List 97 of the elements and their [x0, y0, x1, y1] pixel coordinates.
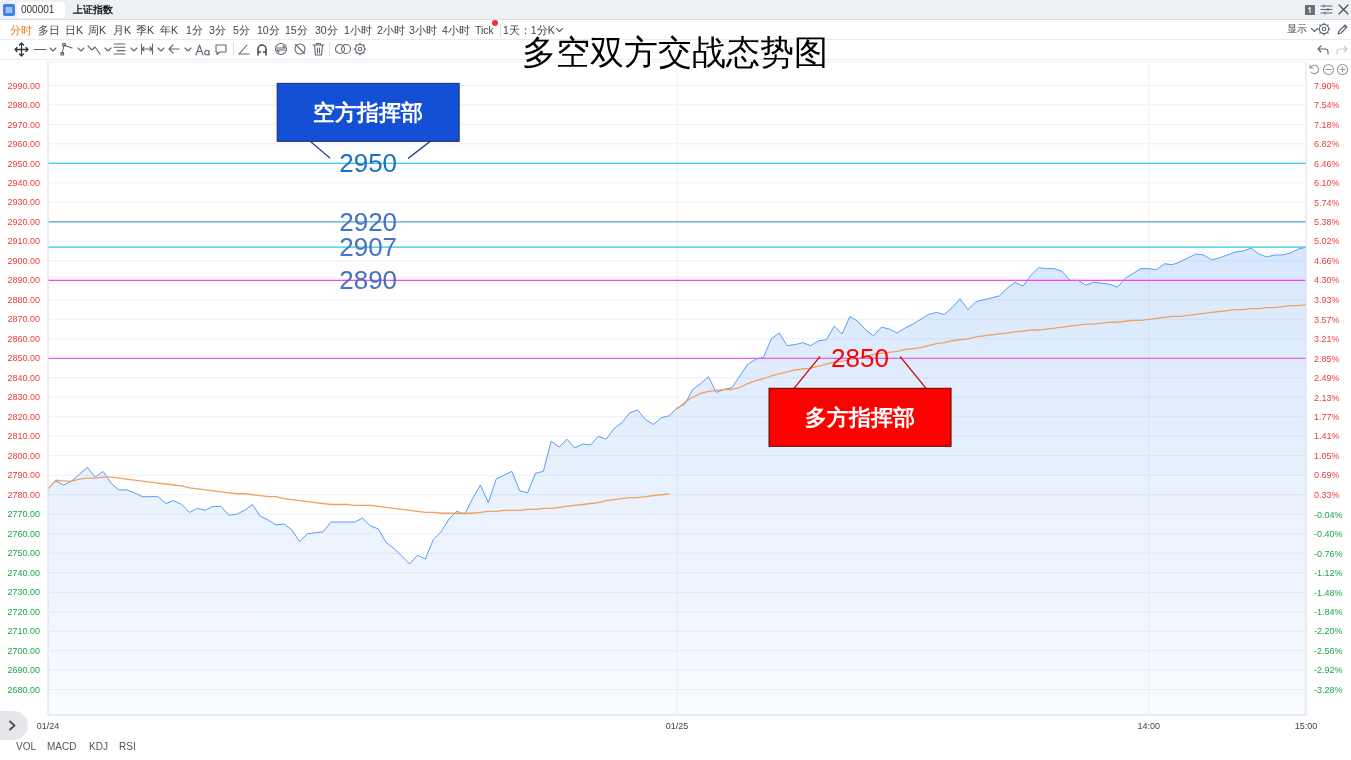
y-tick-label: 2970.00 [7, 119, 40, 130]
y-tick-label: 2830.00 [7, 392, 40, 403]
y-tick-label: 2760.00 [7, 528, 40, 539]
y-tick-label: 2730.00 [7, 587, 40, 598]
y2-tick-label: 2.85% [1314, 353, 1340, 364]
y-tick-label: 2770.00 [7, 509, 40, 520]
text: 15分 [285, 23, 308, 36]
y-tick-label: 2980.00 [7, 100, 40, 111]
x-tick-label: 01/25 [665, 721, 689, 732]
y-tick-label: 2920.00 [7, 216, 40, 227]
text: 季K [136, 23, 155, 36]
y2-tick-label: -2.56% [1314, 645, 1343, 656]
y-tick-label: 2950.00 [7, 158, 40, 169]
y2-tick-label: -0.40% [1314, 529, 1343, 540]
text: 上证指数 [73, 4, 113, 15]
text: 1分 [186, 23, 203, 36]
y2-tick-label: 3.21% [1314, 334, 1340, 345]
text: MACD [47, 741, 77, 752]
text: VOL [16, 741, 37, 752]
y2-tick-label: -1.12% [1314, 568, 1343, 579]
y-tick-label: 2800.00 [7, 450, 40, 461]
y-tick-label: 2870.00 [7, 314, 40, 325]
y-tick-label: 2930.00 [7, 197, 40, 208]
text: 4小时 [442, 23, 470, 36]
y2-tick-label: 3.57% [1314, 314, 1340, 325]
text: KDJ [89, 741, 108, 752]
y2-tick-label: -2.92% [1314, 665, 1343, 676]
y2-tick-label: -1.48% [1314, 587, 1343, 598]
text: 3小时 [409, 23, 437, 36]
y2-tick-label: 2.13% [1314, 392, 1340, 403]
y2-tick-label: -0.76% [1314, 548, 1343, 559]
text: 日K [65, 23, 84, 36]
y-tick-label: 2960.00 [7, 139, 40, 150]
text: 显示 [1287, 23, 1307, 34]
y2-tick-label: 6.82% [1314, 139, 1340, 150]
text: 年K [160, 23, 179, 36]
y2-tick-label: 5.38% [1314, 217, 1340, 228]
x-tick-label: 15:00 [1294, 721, 1318, 732]
text: 月K [113, 23, 132, 36]
y-tick-label: 2890.00 [7, 275, 40, 286]
x-tick-label: 01/24 [36, 721, 60, 732]
y2-tick-label: 3.93% [1314, 295, 1340, 306]
y-tick-label: 2750.00 [7, 548, 40, 559]
text: 3分 [209, 23, 226, 36]
text: Tick [475, 23, 494, 36]
y2-tick-label: -0.04% [1314, 509, 1343, 520]
y-tick-label: 2810.00 [7, 431, 40, 442]
text: 30分 [315, 23, 338, 36]
y2-tick-label: 5.02% [1314, 236, 1340, 247]
y2-tick-label: 1.05% [1314, 450, 1340, 461]
y2-tick-label: 6.10% [1314, 178, 1340, 189]
y-tick-label: 2780.00 [7, 489, 40, 500]
y2-tick-label: -3.28% [1314, 684, 1343, 695]
text: RSI [119, 741, 136, 752]
y-tick-label: 2900.00 [7, 255, 40, 266]
y-tick-label: 2700.00 [7, 645, 40, 656]
text: 5分 [233, 23, 250, 36]
y-tick-label: 2850.00 [7, 353, 40, 364]
text: 周K [88, 23, 107, 36]
y2-tick-label: 2.49% [1314, 373, 1340, 384]
text: 多日 [38, 23, 60, 36]
y2-tick-label: 4.30% [1314, 275, 1340, 286]
y-tick-label: 2740.00 [7, 567, 40, 578]
y2-tick-label: 0.69% [1314, 470, 1340, 481]
y2-tick-label: 1.77% [1314, 412, 1340, 423]
x-tick-label: 14:00 [1137, 721, 1161, 732]
annotation: 空方指挥部 [313, 99, 424, 125]
line-series [48, 476, 670, 514]
y-tick-label: 2860.00 [7, 333, 40, 344]
text: 2小时 [377, 23, 405, 36]
ref-line-label: 2850 [831, 343, 889, 374]
y2-tick-label: 4.66% [1314, 255, 1340, 266]
y2-tick-label: 7.18% [1314, 119, 1340, 130]
y2-tick-label: -1.84% [1314, 606, 1343, 617]
y-tick-label: 2710.00 [7, 626, 40, 637]
y-tick-label: 2680.00 [7, 684, 40, 695]
text: 分时 [10, 23, 32, 36]
y2-tick-label: 6.46% [1314, 158, 1340, 169]
y-tick-label: 2820.00 [7, 411, 40, 422]
text: 10分 [257, 23, 280, 36]
y2-tick-label: 7.54% [1314, 100, 1340, 111]
y2-tick-label: 7.90% [1314, 80, 1340, 91]
y-tick-label: 2690.00 [7, 665, 40, 676]
y2-tick-label: 0.33% [1314, 489, 1340, 500]
y2-tick-label: 1.41% [1314, 431, 1340, 442]
y-tick-label: 2720.00 [7, 606, 40, 617]
y2-tick-label: 5.74% [1314, 197, 1340, 208]
y-tick-label: 2790.00 [7, 470, 40, 481]
y-tick-label: 2990.00 [7, 80, 40, 91]
text: 1小时 [344, 23, 372, 36]
y2-tick-label: -2.20% [1314, 626, 1343, 637]
y-tick-label: 2910.00 [7, 236, 40, 247]
annotation: 多方指挥部 [805, 404, 916, 430]
y-tick-label: 2840.00 [7, 372, 40, 383]
text: 000001 [21, 4, 55, 15]
y-tick-label: 2940.00 [7, 178, 40, 188]
y-tick-label: 2880.00 [7, 294, 40, 305]
